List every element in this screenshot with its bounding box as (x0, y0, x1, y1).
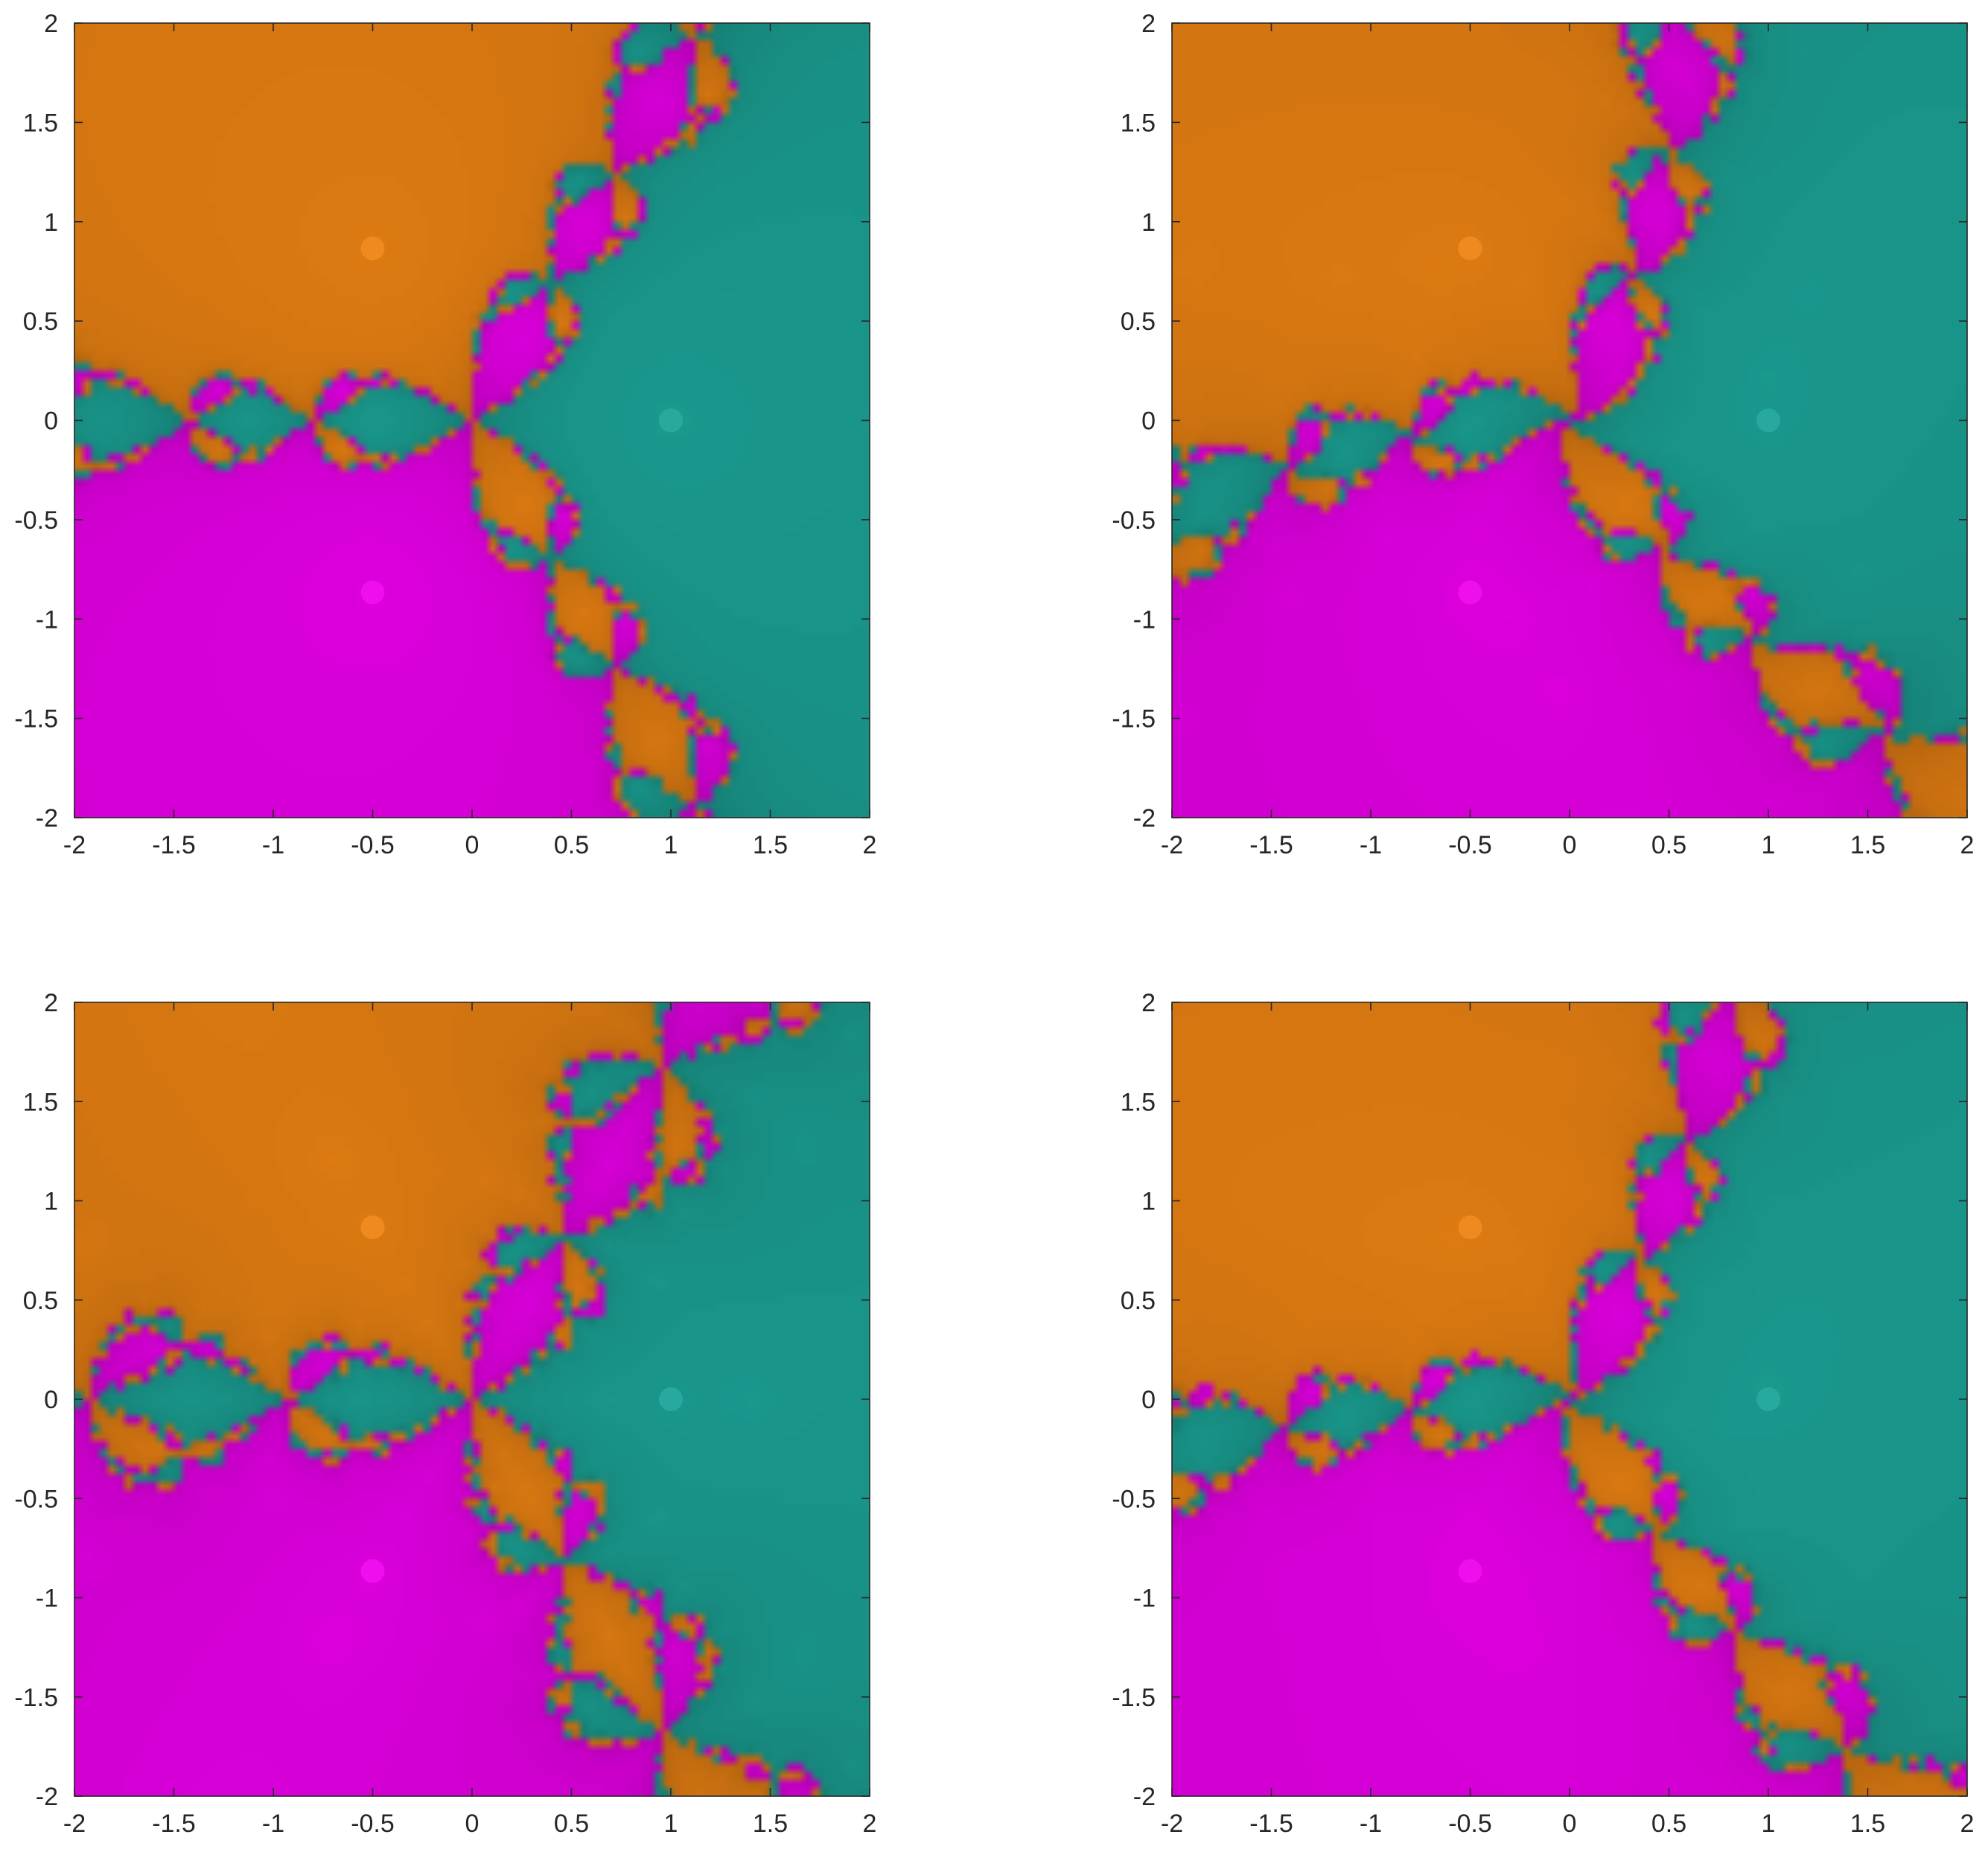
root-marker (360, 1215, 385, 1240)
basin-heatmap (74, 23, 870, 818)
y-tick-label: 1.5 (23, 1088, 58, 1116)
y-tick-label: -1.5 (1112, 705, 1156, 734)
x-tick-label: -1.5 (1249, 831, 1293, 859)
x-tick-label: 0.5 (1651, 831, 1686, 859)
root-marker (1458, 236, 1482, 261)
x-tick-label: 0.5 (554, 831, 589, 859)
y-tick-label: 0 (44, 1386, 58, 1414)
x-tick-label: 1 (664, 1810, 678, 1838)
root-marker (1458, 1559, 1482, 1583)
y-tick-label: 2 (44, 10, 58, 38)
y-tick-label: 2 (1141, 989, 1156, 1017)
x-tick-label: 0 (1563, 831, 1577, 859)
y-tick-label: -0.5 (1112, 506, 1156, 535)
y-tick-label: -1 (1133, 1585, 1156, 1613)
y-tick-label: 1 (1141, 209, 1156, 237)
y-tick-label: 1 (44, 1188, 58, 1216)
y-tick-label: -0.5 (14, 1485, 58, 1513)
x-tick-label: 2 (863, 1810, 877, 1838)
root-marker (1756, 1387, 1780, 1411)
x-tick-label: 1.5 (753, 1810, 788, 1838)
y-tick-label: 1 (44, 209, 58, 237)
x-tick-label: -0.5 (1448, 1810, 1492, 1838)
x-tick-label: -1 (262, 1810, 284, 1838)
x-tick-label: -0.5 (351, 831, 395, 859)
y-tick-label: -0.5 (14, 506, 58, 535)
y-tick-label: -1.5 (1112, 1684, 1156, 1712)
x-tick-label: 1 (1762, 1810, 1776, 1838)
y-tick-label: -1 (1133, 605, 1156, 634)
y-tick-label: 2 (1141, 10, 1156, 38)
y-tick-label: -1 (36, 605, 58, 634)
x-tick-label: 1.5 (1850, 1810, 1885, 1838)
panel-3: -2 -1.5 -1 -0.5 0 0.5 1 1.5 2 2 1.5 1 0.5 0 -0.5 -1 -1.5… (14, 989, 876, 1838)
x-tick-label: 0 (465, 831, 480, 859)
x-tick-label: -1 (1360, 1810, 1382, 1838)
x-tick-label: 1 (1762, 831, 1776, 859)
x-tick-label: 2 (1960, 1810, 1975, 1838)
y-tick-label: 0.5 (1121, 308, 1156, 336)
x-tick-label: -1.5 (1249, 1810, 1293, 1838)
x-tick-label: 1.5 (753, 831, 788, 859)
x-tick-label: 2 (1960, 831, 1975, 859)
panel-1: -2 -1.5 -1 -0.5 0 0.5 1 1.5 2 2 1.5 1 0.5 0 -0.5 -1 -1.5… (14, 10, 876, 859)
y-tick-label: 0 (44, 407, 58, 436)
y-tick-label: -2 (1133, 804, 1156, 833)
root-marker (1458, 1215, 1482, 1240)
root-marker (360, 236, 385, 261)
y-tick-label: 0 (1141, 407, 1156, 436)
x-tick-label: 1 (664, 831, 678, 859)
root-marker (1458, 580, 1482, 605)
x-tick-label: 2 (863, 831, 877, 859)
y-tick-label: 0.5 (1121, 1287, 1156, 1315)
x-tick-label: 0.5 (554, 1810, 589, 1838)
y-tick-label: 0 (1141, 1386, 1156, 1414)
root-marker (1756, 408, 1780, 433)
x-tick-label: -2 (63, 1810, 86, 1838)
y-tick-label: -2 (1133, 1783, 1156, 1811)
y-tick-label: 0.5 (23, 308, 58, 336)
basin-heatmap (1172, 23, 1967, 818)
root-marker (360, 1559, 385, 1583)
basin-heatmap (74, 1002, 870, 1796)
y-tick-label: 1 (1141, 1188, 1156, 1216)
basin-heatmap (1172, 1002, 1967, 1796)
y-tick-label: 1.5 (1121, 109, 1156, 137)
x-tick-label: -1 (1360, 831, 1382, 859)
root-marker (659, 408, 683, 433)
y-tick-label: -2 (36, 804, 58, 833)
y-tick-label: -1 (36, 1585, 58, 1613)
x-tick-label: -0.5 (1448, 831, 1492, 859)
y-tick-label: 0.5 (23, 1287, 58, 1315)
y-tick-label: 2 (44, 989, 58, 1017)
y-tick-label: -0.5 (1112, 1485, 1156, 1513)
x-tick-label: -2 (1161, 831, 1183, 859)
y-tick-label: -2 (36, 1783, 58, 1811)
x-tick-label: -0.5 (351, 1810, 395, 1838)
x-tick-label: -1.5 (152, 831, 196, 859)
x-tick-label: -1 (262, 831, 284, 859)
x-tick-label: -2 (1161, 1810, 1183, 1838)
y-tick-label: -1.5 (14, 1684, 58, 1712)
x-tick-label: -1.5 (152, 1810, 196, 1838)
x-tick-label: -2 (63, 831, 86, 859)
x-tick-label: 0 (465, 1810, 480, 1838)
y-tick-label: 1.5 (23, 109, 58, 137)
x-tick-label: 0 (1563, 1810, 1577, 1838)
x-tick-label: 0.5 (1651, 1810, 1686, 1838)
x-tick-label: 1.5 (1850, 831, 1885, 859)
y-tick-label: 1.5 (1121, 1088, 1156, 1116)
panel-4: -2 -1.5 -1 -0.5 0 0.5 1 1.5 2 2 1.5 1 0.5 0 -0.5 -1 -1.5… (1112, 989, 1974, 1838)
root-marker (360, 580, 385, 605)
y-tick-label: -1.5 (14, 705, 58, 734)
panel-2: -2 -1.5 -1 -0.5 0 0.5 1 1.5 2 2 1.5 1 0.5 0 -0.5 -1 -1.5… (1112, 10, 1974, 859)
root-marker (659, 1387, 683, 1411)
